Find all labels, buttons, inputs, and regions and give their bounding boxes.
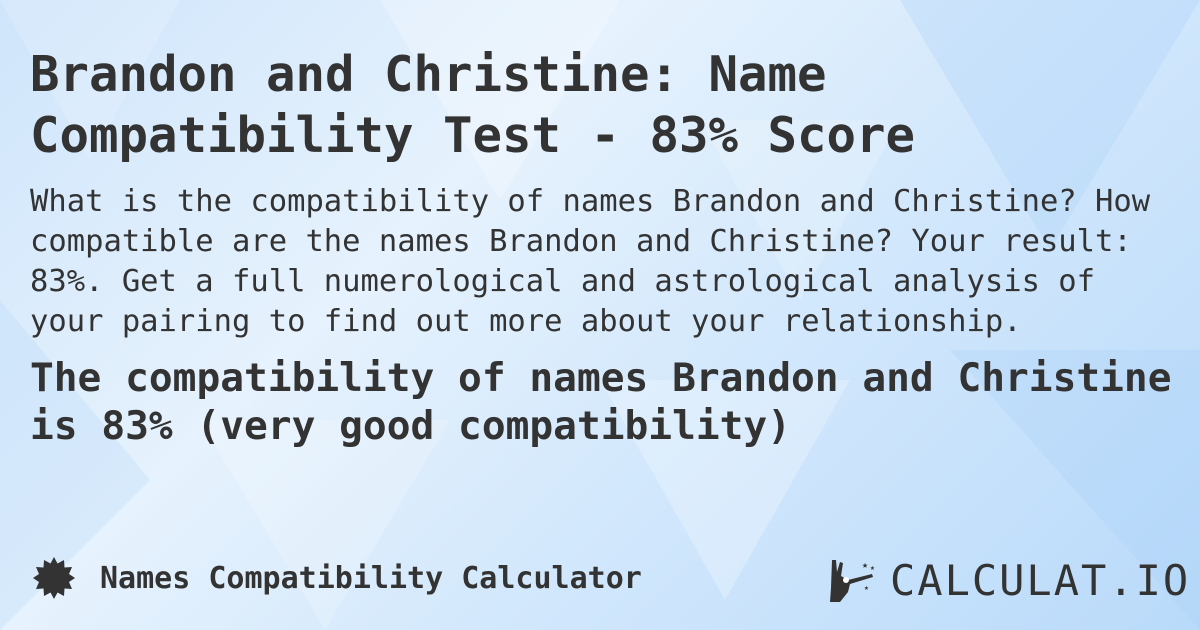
calculat-io-logo[interactable]: ★ ★ ★ CALCULAT.IO — [828, 556, 1190, 605]
result-heading: The compatibility of names Brandon and C… — [30, 355, 1172, 449]
logo-text: CALCULAT.IO — [890, 556, 1191, 605]
calculator-label: Names Compatibility Calculator — [100, 560, 642, 596]
calculator-link[interactable]: Names Compatibility Calculator — [32, 556, 642, 600]
page-title: Brandon and Christine: Name Compatibilit… — [30, 46, 916, 164]
svg-text:★: ★ — [864, 583, 869, 592]
svg-text:★: ★ — [870, 563, 875, 572]
badge-icon — [33, 557, 75, 599]
svg-text:★: ★ — [862, 560, 868, 571]
magic-wand-hand-icon: ★ ★ ★ — [830, 559, 875, 602]
description: What is the compatibility of names Brand… — [30, 184, 1151, 339]
